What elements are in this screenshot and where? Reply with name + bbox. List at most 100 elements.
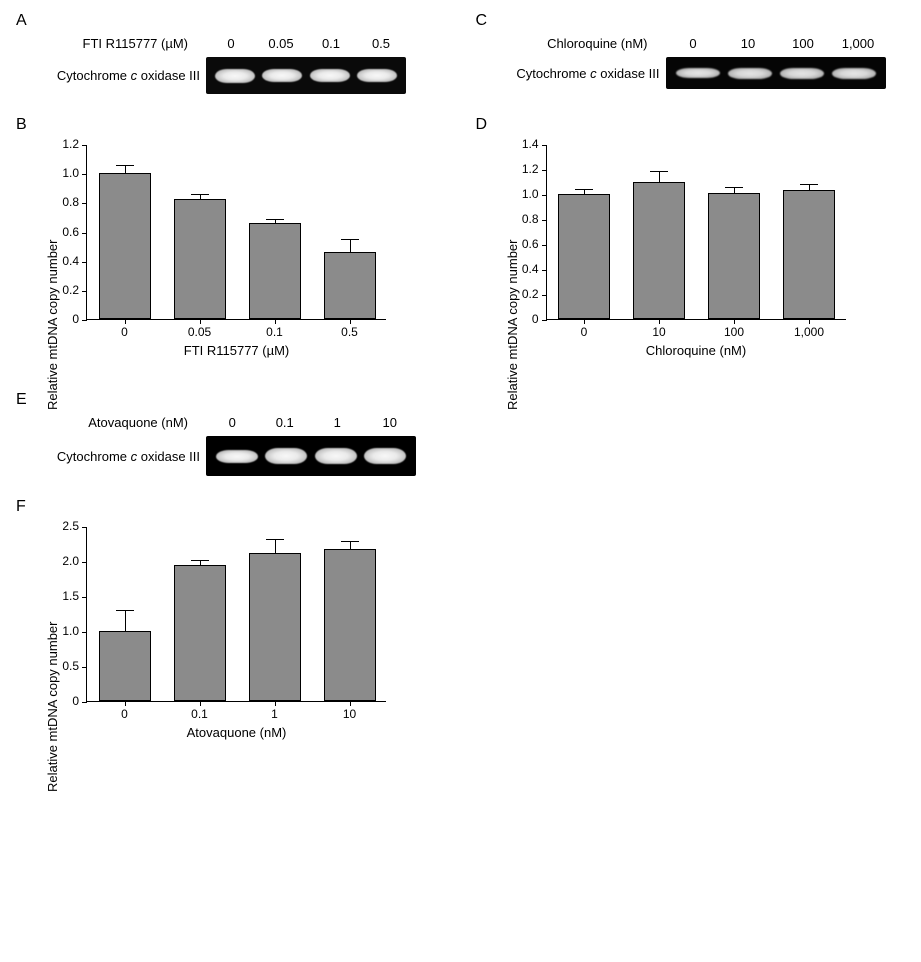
error-cap	[116, 610, 134, 611]
plot-area: 00.51.01.52.02.500.1110Atovaquone (nM)Re…	[86, 527, 386, 702]
ytick-label: 0.2	[62, 283, 87, 297]
xtick-label: 0	[121, 707, 128, 721]
ytick-label: 0.5	[62, 659, 87, 673]
row-BD: B 00.20.40.60.81.01.200.050.10.5FTI R115…	[16, 116, 905, 365]
ytick-label: 0.8	[522, 212, 547, 226]
error-cap	[266, 219, 284, 220]
error-cap	[341, 239, 359, 240]
ytick-label: 0	[72, 312, 87, 326]
dose-value: 0.5	[356, 36, 406, 51]
panel-E-gel-row: Cytochrome c oxidase III	[36, 436, 456, 476]
error-stem	[200, 561, 201, 565]
panel-A-letter: A	[16, 12, 446, 30]
error-stem	[659, 172, 660, 182]
dose-value: 0	[206, 415, 259, 430]
xtick	[200, 319, 201, 324]
panel-E-row-label: Cytochrome c oxidase III	[36, 449, 206, 464]
error-stem	[809, 185, 810, 190]
x-axis-title: Atovaquone (nM)	[187, 725, 287, 740]
chart-bar	[558, 194, 610, 319]
panel-F: F 00.51.01.52.02.500.1110Atovaquone (nM)…	[16, 498, 456, 747]
chart-bar	[174, 565, 226, 702]
gel-band	[780, 68, 824, 79]
gel-band	[315, 448, 357, 464]
gel-band	[216, 450, 258, 463]
panel-A-dose-row: FTI R115777 (µM) 00.050.10.5	[36, 36, 446, 51]
dose-value: 1,000	[831, 36, 886, 51]
gel-band	[728, 68, 772, 79]
xtick-label: 1,000	[794, 325, 824, 339]
chart-bar	[783, 190, 835, 319]
chart-bar	[249, 223, 301, 319]
plot-area: 00.20.40.60.81.01.21.40101001,000Chloroq…	[546, 145, 846, 320]
chart-bar	[249, 553, 301, 701]
xtick-label: 0.05	[188, 325, 211, 339]
xtick-label: 0.1	[191, 707, 208, 721]
panel-B: B 00.20.40.60.81.01.200.050.10.5FTI R115…	[16, 116, 446, 365]
error-cap	[650, 171, 668, 172]
panel-C-dose-row: Chloroquine (nM) 0101001,000	[496, 36, 906, 51]
ytick-label: 1.2	[62, 137, 87, 151]
panel-E-letter: E	[16, 391, 456, 409]
ytick-label: 2.0	[62, 554, 87, 568]
row-E: E Atovaquone (nM) 00.1110 Cytochrome c o…	[16, 391, 905, 476]
ytick-label: 0.4	[522, 262, 547, 276]
error-stem	[350, 240, 351, 252]
chart-bar	[99, 173, 151, 319]
xtick-label: 10	[343, 707, 356, 721]
panel-A-gel-area: FTI R115777 (µM) 00.050.10.5 Cytochrome …	[16, 36, 446, 94]
gel-band	[364, 448, 406, 464]
dose-value: 100	[776, 36, 831, 51]
gel-band	[676, 68, 720, 78]
error-stem	[125, 611, 126, 631]
ytick-label: 1.0	[522, 187, 547, 201]
panel-E-dose-values: 00.1110	[206, 415, 416, 430]
xtick	[584, 319, 585, 324]
error-stem	[584, 190, 585, 194]
y-axis-title: Relative mtDNA copy number	[505, 240, 520, 411]
row-AC: A FTI R115777 (µM) 00.050.10.5 Cytochrom…	[16, 12, 905, 94]
dose-value: 10	[364, 415, 417, 430]
panel-C-gel-area: Chloroquine (nM) 0101001,000 Cytochrome …	[476, 36, 906, 89]
y-axis-title: Relative mtDNA copy number	[46, 622, 61, 793]
error-cap	[191, 194, 209, 195]
xtick	[809, 319, 810, 324]
ytick-label: 1.2	[522, 162, 547, 176]
panel-C-row-label: Cytochrome c oxidase III	[496, 66, 666, 81]
chart-bar	[99, 631, 151, 701]
panel-C-gel-image	[666, 57, 886, 89]
xtick	[350, 701, 351, 706]
gel-band	[262, 69, 302, 82]
dose-value: 10	[721, 36, 776, 51]
gel-band	[832, 68, 876, 79]
error-stem	[350, 542, 351, 549]
x-axis-title: Chloroquine (nM)	[646, 343, 746, 358]
ytick-label: 1.0	[62, 624, 87, 638]
panel-D: D 00.20.40.60.81.01.21.40101001,000Chlor…	[476, 116, 906, 365]
gel-band	[215, 69, 255, 83]
ytick-label: 1.4	[522, 137, 547, 151]
error-cap	[341, 541, 359, 542]
panel-A-gel-image	[206, 57, 406, 94]
error-cap	[116, 165, 134, 166]
plot-area: 00.20.40.60.81.01.200.050.10.5FTI R11577…	[86, 145, 386, 320]
ytick-label: 0.6	[62, 225, 87, 239]
xtick-label: 10	[652, 325, 665, 339]
panel-A-dose-label: FTI R115777 (µM)	[36, 36, 206, 51]
panel-E-gel-area: Atovaquone (nM) 00.1110 Cytochrome c oxi…	[16, 415, 456, 476]
panel-A: A FTI R115777 (µM) 00.050.10.5 Cytochrom…	[16, 12, 446, 94]
error-cap	[575, 189, 593, 190]
xtick	[350, 319, 351, 324]
gel-band	[310, 69, 350, 82]
panel-F-chart: 00.51.01.52.02.500.1110Atovaquone (nM)Re…	[16, 522, 396, 747]
panel-D-chart: 00.20.40.60.81.01.21.40101001,000Chloroq…	[476, 140, 856, 365]
x-axis-title: FTI R115777 (µM)	[184, 343, 290, 358]
ytick-label: 1.0	[62, 166, 87, 180]
panel-C-dose-values: 0101001,000	[666, 36, 886, 51]
panel-A-row-label: Cytochrome c oxidase III	[36, 68, 206, 83]
panel-E-dose-row: Atovaquone (nM) 00.1110	[36, 415, 456, 430]
y-axis-title: Relative mtDNA copy number	[46, 240, 61, 411]
chart-bar	[324, 549, 376, 701]
ytick-label: 0.4	[62, 254, 87, 268]
xtick-label: 100	[724, 325, 744, 339]
